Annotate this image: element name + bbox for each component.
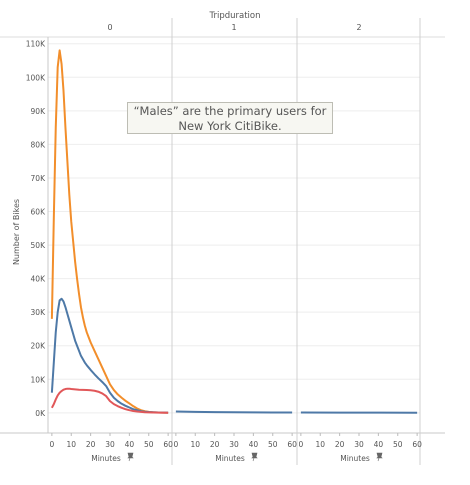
series-line [50,49,169,414]
series-line [175,410,293,414]
annotation-box: “Males” are the primary users for New Yo… [127,102,333,134]
y-tick-label: 30K [31,308,47,317]
column-header-label: Tripduration [209,11,261,21]
panel-header-label: 0 [107,23,112,32]
chart-frame [0,18,445,465]
x-axis-ticks: 0 10 20 30 40 50 60 0 10 20 30 40 50 60 0 10 20 30 40 50 60 [49,433,422,449]
y-tick-label: 50K [31,241,47,250]
panel-headers: 0 1 2 [107,23,361,32]
x-tick-label: 30 [229,440,239,449]
y-tick-label: 10K [31,375,47,384]
x-tick-label: 20 [210,440,220,449]
y-tick-label: 80K [31,140,47,149]
y-tick-label: 70K [31,174,47,183]
x-tick-label: 10 [66,440,76,449]
y-tick-label: 100K [26,73,46,82]
annotation-line-2: New York CitiBike. [178,119,282,133]
y-tick-label: 20K [31,342,47,351]
x-tick-label: 40 [125,440,135,449]
x-tick-label: 60 [412,440,422,449]
x-tick-label: 20 [86,440,96,449]
series-lines [50,49,418,414]
x-tick-label: 50 [144,440,154,449]
y-axis-ticks: 0K 10K 20K 30K 40K 50K 60K 70K 80K 90K 100K 110K [26,40,46,418]
x-tick-label: 20 [335,440,345,449]
panel-header-label: 1 [231,23,236,32]
pin-icon [376,452,383,462]
x-tick-label: 0 [173,440,178,449]
y-tick-label: 60K [31,208,47,217]
grid-lines [48,43,420,414]
y-tick-label: 0K [35,409,46,418]
x-axis-labels: Minutes Minutes Minutes [91,452,383,463]
x-tick-label: 40 [374,440,384,449]
y-tick-label: 90K [31,107,47,116]
series-line [50,297,169,414]
x-tick-label: 30 [354,440,364,449]
x-tick-label: 60 [163,440,173,449]
series-line [50,387,169,414]
pin-icon [127,452,134,462]
x-axis-label: Minutes [91,454,121,463]
y-tick-label: 40K [31,275,47,284]
annotation-line-1: “Males” are the primary users for [133,104,327,118]
x-tick-label: 50 [268,440,278,449]
x-tick-label: 0 [298,440,303,449]
x-tick-label: 30 [105,440,115,449]
x-axis-label: Minutes [215,454,245,463]
x-tick-label: 40 [249,440,259,449]
panel-header-label: 2 [356,23,361,32]
y-axis-label: Number of Bikes [12,199,21,265]
pin-icon [251,452,258,462]
x-tick-label: 50 [393,440,403,449]
x-tick-label: 0 [49,440,54,449]
x-axis-label: Minutes [340,454,370,463]
x-tick-label: 10 [190,440,200,449]
x-tick-label: 60 [287,440,297,449]
x-tick-label: 10 [315,440,325,449]
y-tick-label: 110K [26,40,46,49]
